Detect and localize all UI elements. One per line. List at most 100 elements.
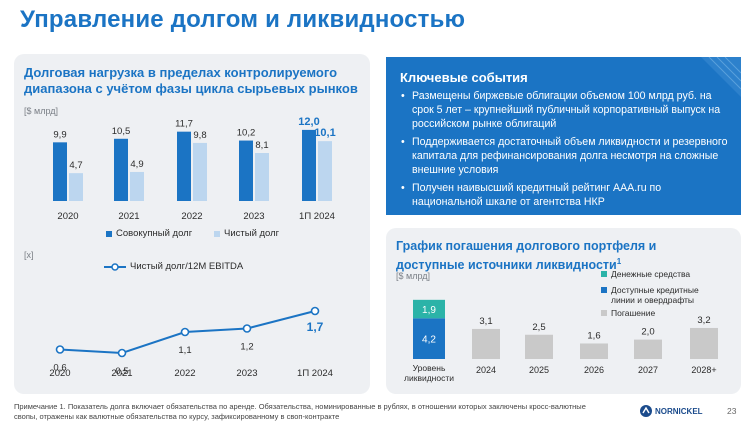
bar-label-cash: 1,9 xyxy=(422,305,436,316)
x-tick-label: 2022 xyxy=(181,211,202,222)
x-tick-label: 2025 xyxy=(529,365,549,375)
repayment-title: График погашения долгового портфеля и до… xyxy=(396,238,696,273)
bar-label-credit: 4,2 xyxy=(422,335,436,346)
x-tick-label: Уровень xyxy=(413,363,446,373)
bar-label-net: 4,7 xyxy=(69,160,82,171)
x-tick-label: 2028+ xyxy=(691,365,716,375)
legend-repayment-label: Погашение xyxy=(611,308,656,318)
legend-line-marker xyxy=(104,262,126,271)
legend-credit-label: Доступные кредитные линии и овердрафты xyxy=(611,285,699,305)
bar-label-gross: 10,2 xyxy=(237,128,256,139)
bar-label-repayment: 2,0 xyxy=(641,327,654,338)
x-tick-label: 2020 xyxy=(49,368,70,379)
key-event-item: Получен наивысший кредитный рейтинг AAA.… xyxy=(400,181,730,209)
x-tick-label: 2021 xyxy=(118,211,139,222)
ratio-label: 0,5 xyxy=(115,366,128,377)
ratio-unit-label: [x] xyxy=(24,250,34,260)
x-tick-label: 2023 xyxy=(236,368,257,379)
legend-ratio: Чистый долг/12M EBITDA xyxy=(104,261,243,272)
footnote-marker: 1 xyxy=(616,257,622,266)
bar-label-repayment: 3,2 xyxy=(697,315,710,326)
x-tick-label: ликвидности xyxy=(404,373,454,383)
bar-repayment xyxy=(472,328,500,359)
bar-repayment xyxy=(525,334,553,359)
bar-label-repayment: 1,6 xyxy=(587,330,600,341)
bar-gross-debt xyxy=(302,129,316,201)
footnote: Примечание 1. Показатель долга включает … xyxy=(14,402,586,421)
repayment-panel: График погашения долгового портфеля и до… xyxy=(386,228,741,394)
repayment-title-text: График погашения долгового портфеля и до… xyxy=(396,239,657,273)
bar-gross-debt xyxy=(239,140,253,201)
debt-load-panel: Долговая нагрузка в пределах контролируе… xyxy=(14,54,370,394)
repayment-unit-label: [$ млрд] xyxy=(396,271,430,281)
legend-cash: Денежные средства xyxy=(601,269,690,279)
bar-net-debt xyxy=(130,171,144,201)
legend-swatch-repayment xyxy=(601,310,607,316)
bar-net-debt xyxy=(255,153,269,201)
bar-cash xyxy=(413,299,445,319)
ratio-point xyxy=(180,327,190,337)
bar-label-net: 4,9 xyxy=(130,159,143,170)
bar-label-repayment: 3,1 xyxy=(479,316,492,327)
ratio-point xyxy=(242,324,252,333)
key-event-item: Размещены биржевые облигации объемом 100… xyxy=(400,89,730,131)
decor-stripes xyxy=(701,57,741,97)
x-tick-label: 2027 xyxy=(638,365,658,375)
bar-label-gross: 11,7 xyxy=(175,119,193,130)
legend-gross-debt: Совокупный долг xyxy=(106,228,192,239)
legend-swatch-net xyxy=(214,230,220,237)
bar-net-debt xyxy=(193,142,207,201)
logo-text: NORNICKEL xyxy=(655,406,703,416)
legend-swatch-gross xyxy=(106,230,112,237)
bar-gross-debt xyxy=(53,142,67,201)
key-events-panel: Ключевые события Размещены биржевые обли… xyxy=(386,57,741,215)
bar-label-repayment: 2,5 xyxy=(532,322,545,333)
bar-credit-lines xyxy=(413,318,445,359)
legend-net-label: Чистый долг xyxy=(224,228,280,239)
ratio-point xyxy=(310,306,320,316)
ratio-point xyxy=(117,348,127,358)
bar-repayment xyxy=(580,343,608,359)
x-tick-label: 1П 2024 xyxy=(297,368,333,379)
x-tick-label: 2021 xyxy=(111,368,132,379)
key-events-title: Ключевые события xyxy=(400,70,528,85)
bar-repayment xyxy=(634,339,662,359)
debt-load-title: Долговая нагрузка в пределах контролируе… xyxy=(24,65,358,96)
legend-gross-label: Совокупный долг xyxy=(116,228,193,239)
legend-swatch-credit xyxy=(601,287,607,293)
debt-bar-chart: 9,9 4,7 2020 10,5 4,9 2021 11,79,8 2022 10,28,1 2… xyxy=(53,116,336,222)
page-number: 23 xyxy=(727,406,737,416)
bar-gross-debt xyxy=(177,131,191,201)
legend-net-debt: Чистый долг xyxy=(214,228,279,239)
ratio-label: 1,7 xyxy=(307,320,324,334)
x-tick-label: 1П 2024 xyxy=(299,211,335,222)
ratio-label: 0,6 xyxy=(53,363,66,374)
key-event-item: Поддерживается достаточный объем ликвидн… xyxy=(400,135,730,177)
key-events-list: Размещены биржевые облигации объемом 100… xyxy=(400,89,730,213)
legend-cash-label: Денежные средства xyxy=(611,269,691,279)
legend-ratio-label: Чистый долг/12M EBITDA xyxy=(130,261,244,272)
nornickel-logo-icon xyxy=(640,405,652,417)
legend-repayment: Погашение xyxy=(601,308,655,318)
bar-label-gross: 9,9 xyxy=(53,129,66,140)
ratio-label: 1,1 xyxy=(178,345,191,356)
debt-unit-label: [$ млрд] xyxy=(24,106,58,116)
bar-label-net: 9,8 xyxy=(193,130,206,141)
ratio-point xyxy=(55,345,65,354)
bar-label-gross: 12,0 xyxy=(298,116,319,128)
bar-label-net: 10,1 xyxy=(314,127,335,139)
legend-swatch-cash xyxy=(601,271,607,277)
bar-net-debt xyxy=(69,173,83,201)
x-tick-label: 2024 xyxy=(476,365,496,375)
page-title: Управление долгом и ликвидностью xyxy=(20,6,466,33)
bar-gross-debt xyxy=(114,138,128,201)
ratio-label: 1,2 xyxy=(240,342,253,353)
x-tick-label: 2022 xyxy=(174,368,195,379)
x-tick-label: 2020 xyxy=(57,211,78,222)
x-tick-label: 2026 xyxy=(584,365,604,375)
bar-net-debt xyxy=(318,141,332,201)
x-tick-label: 2023 xyxy=(243,211,264,222)
bar-label-net: 8,1 xyxy=(255,140,268,151)
